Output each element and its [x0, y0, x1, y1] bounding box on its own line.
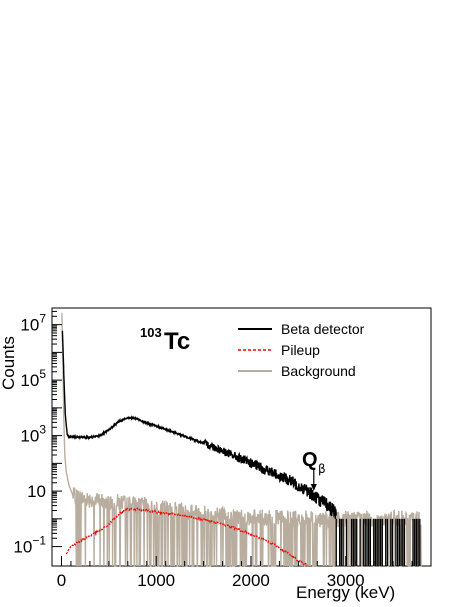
isotope-mass-number: 103	[140, 325, 162, 340]
legend-label-background: Background	[281, 363, 356, 379]
background-line	[61, 312, 422, 567]
axis-ticks: 0 1000 2000 3000 10−1 10 103 105 107	[13, 310, 432, 590]
y-tick-label: 10−1	[13, 534, 46, 557]
qbeta-arrow-head	[310, 484, 317, 491]
y-tick-label: 103	[20, 423, 46, 446]
y-tick-label: 107	[20, 312, 46, 335]
beta-detector-series	[61, 330, 421, 566]
isotope-element: Tc	[164, 328, 190, 355]
y-tick-label: 105	[20, 367, 46, 390]
background-series	[61, 312, 422, 567]
pileup-line	[65, 506, 308, 567]
y-axis-title: Counts	[0, 336, 18, 390]
qbeta-subscript: β	[318, 462, 326, 476]
qbeta-letter: Q	[302, 449, 318, 471]
y-tick-label: 10	[27, 482, 46, 501]
x-tick-label: 0	[57, 571, 66, 590]
x-axis-title: Energy (keV)	[296, 583, 395, 602]
legend-label-beta: Beta detector	[281, 321, 365, 337]
isotope-label: 103 Tc	[140, 325, 190, 355]
pileup-series	[65, 506, 308, 567]
x-tick-label: 1000	[137, 571, 175, 590]
x-tick-label: 3000	[327, 571, 365, 590]
legend-label-pileup: Pileup	[281, 342, 320, 358]
x-tick-label: 2000	[232, 571, 270, 590]
beta-detector-line	[61, 330, 337, 519]
qbeta-annotation: Q β	[302, 449, 326, 491]
legend: Beta detector Pileup Background	[238, 321, 365, 379]
